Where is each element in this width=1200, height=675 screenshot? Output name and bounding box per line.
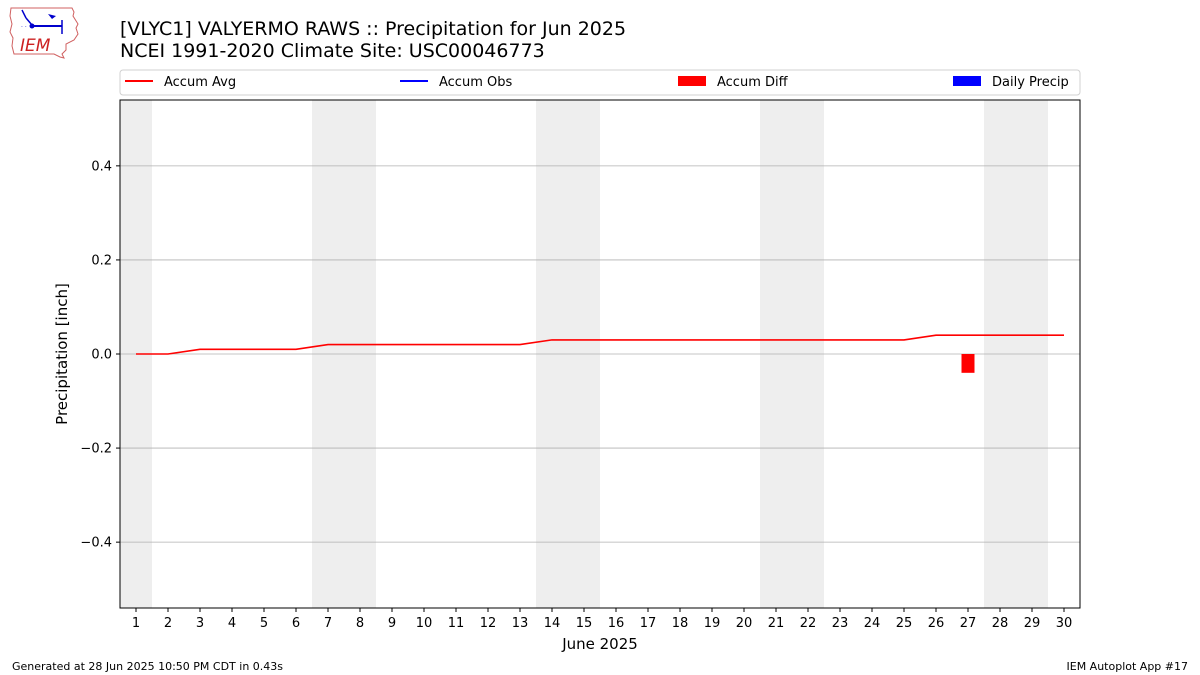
x-tick-label: 7 bbox=[324, 616, 332, 631]
y-tick-label: −0.2 bbox=[80, 442, 112, 457]
x-tick-label: 29 bbox=[1024, 616, 1041, 631]
legend: Accum Avg Accum Obs Accum Diff Daily Precip bbox=[119, 69, 1081, 96]
x-tick-label: 21 bbox=[768, 616, 785, 631]
x-tick-label: 27 bbox=[960, 616, 977, 631]
x-tick-label: 20 bbox=[736, 616, 753, 631]
x-tick-label: 10 bbox=[416, 616, 433, 631]
chart-title: [VLYC1] VALYERMO RAWS :: Precipitation f… bbox=[120, 18, 627, 40]
x-tick-label: 13 bbox=[512, 616, 529, 631]
x-tick-label: 1 bbox=[132, 616, 140, 631]
iowa-outline-icon bbox=[9, 7, 79, 59]
logo-text: IEM bbox=[20, 36, 51, 56]
y-axis-label: Precipitation [inch] bbox=[53, 283, 71, 425]
legend-label: Accum Avg bbox=[164, 75, 236, 90]
iem-logo: · · IEM bbox=[9, 7, 79, 59]
x-tick-label: 2 bbox=[164, 616, 172, 631]
x-tick-label: 12 bbox=[480, 616, 497, 631]
x-tick-label: 23 bbox=[832, 616, 849, 631]
x-tick-label: 6 bbox=[292, 616, 300, 631]
y-tick-label: 0.2 bbox=[91, 253, 112, 268]
y-tick-label: 0.4 bbox=[91, 159, 112, 174]
chart-subtitle: NCEI 1991-2020 Climate Site: USC00046773 bbox=[120, 40, 545, 62]
x-tick-label: 17 bbox=[640, 616, 657, 631]
x-tick-label: 18 bbox=[672, 616, 689, 631]
weather-station-icon: · · bbox=[21, 9, 63, 34]
legend-bar-swatch bbox=[678, 76, 706, 86]
y-tick-label: 0.0 bbox=[91, 348, 112, 363]
x-tick-label: 15 bbox=[576, 616, 593, 631]
x-axis-label: June 2025 bbox=[561, 635, 638, 653]
x-tick-label: 30 bbox=[1056, 616, 1073, 631]
x-tick-label: 26 bbox=[928, 616, 945, 631]
x-tick-label: 3 bbox=[196, 616, 204, 631]
x-tick-label: 11 bbox=[448, 616, 465, 631]
x-tick-label: 24 bbox=[864, 616, 881, 631]
x-tick-label: 4 bbox=[228, 616, 236, 631]
accum-diff-bar bbox=[961, 354, 975, 373]
footer-app: IEM Autoplot App #17 bbox=[1066, 660, 1189, 673]
footer-generated: Generated at 28 Jun 2025 10:50 PM CDT in… bbox=[12, 660, 284, 673]
y-tick-label: −0.4 bbox=[80, 536, 112, 551]
x-tick-label: 16 bbox=[608, 616, 625, 631]
legend-label: Accum Diff bbox=[717, 75, 789, 90]
x-tick-label: 5 bbox=[260, 616, 268, 631]
legend-label: Accum Obs bbox=[439, 75, 512, 90]
x-tick-label: 9 bbox=[388, 616, 396, 631]
x-tick-label: 8 bbox=[356, 616, 364, 631]
x-tick-label: 22 bbox=[800, 616, 817, 631]
legend-frame bbox=[119, 69, 1081, 96]
x-tick-label: 25 bbox=[896, 616, 913, 631]
x-tick-label: 19 bbox=[704, 616, 721, 631]
accum-avg-line bbox=[136, 334, 1064, 355]
legend-label: Daily Precip bbox=[992, 75, 1069, 90]
x-tick-label: 14 bbox=[544, 616, 561, 631]
svg-text:· ·: · · bbox=[21, 24, 27, 31]
x-tick-label: 28 bbox=[992, 616, 1009, 631]
legend-bar-swatch bbox=[953, 76, 981, 86]
